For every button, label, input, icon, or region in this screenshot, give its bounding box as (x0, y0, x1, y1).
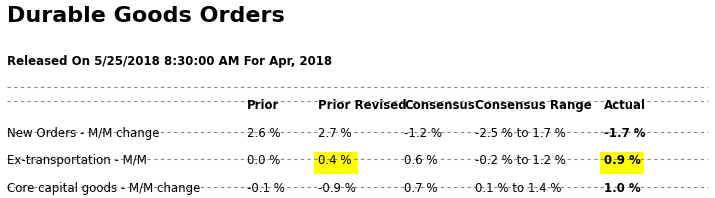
Text: Prior: Prior (247, 99, 279, 112)
Text: -0.2 % to 1.2 %: -0.2 % to 1.2 % (475, 154, 566, 168)
Text: 0.4 %: 0.4 % (318, 154, 352, 168)
Text: New Orders - M/M change: New Orders - M/M change (7, 127, 159, 140)
Text: 0.6 %: 0.6 % (404, 154, 438, 168)
FancyBboxPatch shape (314, 152, 358, 174)
Text: 2.7 %: 2.7 % (318, 127, 352, 140)
Text: Released On 5/25/2018 8:30:00 AM For Apr, 2018: Released On 5/25/2018 8:30:00 AM For Apr… (7, 55, 332, 69)
Text: Ex-transportation - M/M: Ex-transportation - M/M (7, 154, 147, 168)
Text: Durable Goods Orders: Durable Goods Orders (7, 6, 285, 26)
Text: 0.1 % to 1.4 %: 0.1 % to 1.4 % (475, 182, 562, 195)
Text: -2.5 % to 1.7 %: -2.5 % to 1.7 % (475, 127, 566, 140)
Text: 2.6 %: 2.6 % (247, 127, 280, 140)
Text: 0.9 %: 0.9 % (604, 154, 641, 168)
Text: Core capital goods - M/M change: Core capital goods - M/M change (7, 182, 200, 195)
Text: -1.7 %: -1.7 % (604, 127, 646, 140)
Text: 0.0 %: 0.0 % (247, 154, 280, 168)
Text: 0.7 %: 0.7 % (404, 182, 438, 195)
FancyBboxPatch shape (600, 152, 644, 174)
Text: Actual: Actual (604, 99, 646, 112)
Text: -0.9 %: -0.9 % (318, 182, 356, 195)
Text: 1.0 %: 1.0 % (604, 182, 641, 195)
Text: Consensus Range: Consensus Range (475, 99, 592, 112)
Text: -1.2 %: -1.2 % (404, 127, 442, 140)
Text: Consensus: Consensus (404, 99, 475, 112)
Text: Prior Revised: Prior Revised (318, 99, 407, 112)
Text: -0.1 %: -0.1 % (247, 182, 285, 195)
